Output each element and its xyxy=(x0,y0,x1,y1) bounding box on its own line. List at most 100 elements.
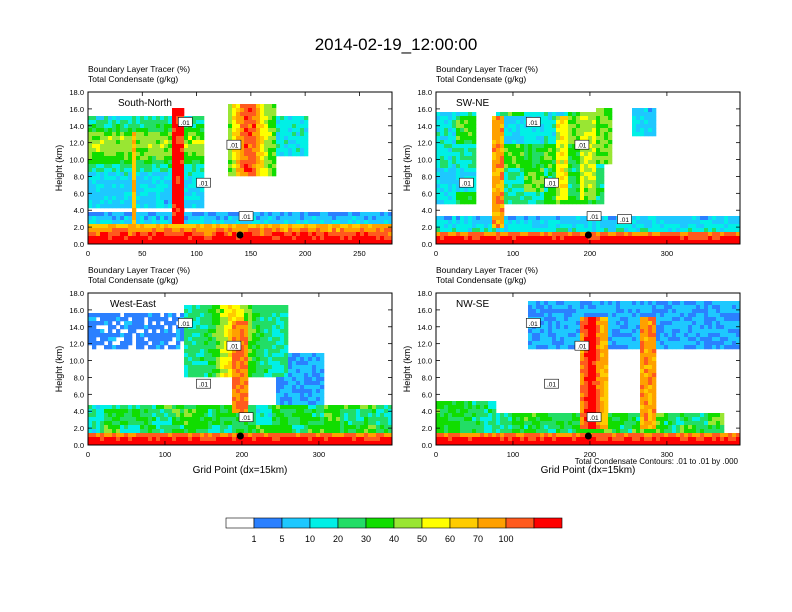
heatmap-cell xyxy=(640,216,645,221)
heatmap-cell xyxy=(96,313,101,318)
heatmap-cell xyxy=(188,409,193,414)
heatmap-cell xyxy=(492,220,497,225)
heatmap-cell xyxy=(648,124,653,129)
heatmap-cell xyxy=(500,188,505,193)
heatmap-cell xyxy=(496,180,501,185)
heatmap-cell xyxy=(192,196,197,201)
heatmap-cell xyxy=(564,176,569,181)
heatmap-cell xyxy=(436,128,441,133)
heatmap-cell xyxy=(92,413,97,418)
heatmap-cell xyxy=(508,176,513,181)
heatmap-cell xyxy=(468,168,473,173)
heatmap-cell xyxy=(192,180,197,185)
heatmap-cell xyxy=(196,417,201,422)
heatmap-cell xyxy=(280,236,285,241)
heatmap-cell xyxy=(92,180,97,185)
heatmap-cell xyxy=(552,216,557,221)
heatmap-cell xyxy=(172,417,177,422)
heatmap-cell xyxy=(292,377,297,382)
heatmap-cell xyxy=(264,232,269,237)
heatmap-cell xyxy=(188,232,193,237)
heatmap-cell xyxy=(468,132,473,137)
heatmap-cell xyxy=(248,313,253,318)
heatmap-cell xyxy=(596,236,601,241)
heatmap-cell xyxy=(552,240,557,245)
heatmap-cell xyxy=(292,228,297,233)
heatmap-cell xyxy=(292,212,297,217)
heatmap-cell xyxy=(516,200,521,205)
heatmap-cell xyxy=(212,212,217,217)
heatmap-cell xyxy=(312,381,317,386)
heatmap-cell xyxy=(272,361,277,366)
heatmap-cell xyxy=(144,204,149,209)
heatmap-cell xyxy=(296,377,301,382)
heatmap-cell xyxy=(252,437,257,442)
heatmap-cell xyxy=(544,168,549,173)
heatmap-cell xyxy=(180,132,185,137)
heatmap-cell xyxy=(612,236,617,241)
heatmap-cell xyxy=(268,156,273,161)
heatmap-cell xyxy=(452,144,457,149)
heatmap-cell xyxy=(196,429,201,434)
heatmap-cell xyxy=(284,232,289,237)
heatmap-cell xyxy=(172,164,177,169)
heatmap-cell xyxy=(544,232,549,237)
heatmap-cell xyxy=(192,325,197,330)
heatmap-cell xyxy=(244,333,249,338)
contour-label-box xyxy=(226,139,242,150)
heatmap-cell xyxy=(124,172,129,177)
heatmap-cell xyxy=(596,224,601,229)
heatmap-cell xyxy=(248,120,253,125)
heatmap-cell xyxy=(296,140,301,145)
heatmap-cell xyxy=(256,421,261,426)
heatmap-cell xyxy=(140,236,145,241)
heatmap-cell xyxy=(160,120,165,125)
heatmap-cell xyxy=(280,397,285,402)
heatmap-cell xyxy=(248,425,253,430)
heatmap-cell xyxy=(264,240,269,245)
heatmap-cell xyxy=(272,329,277,334)
heatmap-cell xyxy=(696,224,701,229)
y-tick-label: 0.0 xyxy=(74,441,84,450)
heatmap-cell xyxy=(164,329,169,334)
heatmap-cell xyxy=(220,349,225,354)
heatmap-cell xyxy=(156,116,161,121)
heatmap-cell xyxy=(248,156,253,161)
heatmap-cell xyxy=(92,140,97,145)
heatmap-cell xyxy=(376,421,381,426)
heatmap-cell xyxy=(256,357,261,362)
heatmap-cell xyxy=(456,128,461,133)
heatmap-cell xyxy=(364,224,369,229)
heatmap-cell xyxy=(640,309,645,314)
heatmap-cell xyxy=(184,341,189,346)
heatmap-cell xyxy=(188,441,193,446)
heatmap-cell xyxy=(172,140,177,145)
heatmap-cell xyxy=(536,180,541,185)
heatmap-cell xyxy=(224,441,229,446)
heatmap-cell xyxy=(300,413,305,418)
heatmap-cell xyxy=(88,216,93,221)
heatmap-cell xyxy=(308,373,313,378)
heatmap-cell xyxy=(524,160,529,165)
heatmap-cell xyxy=(176,156,181,161)
heatmap-cell xyxy=(108,313,113,318)
heatmap-cell xyxy=(292,417,297,422)
heatmap-cell xyxy=(172,176,177,181)
heatmap-cell xyxy=(252,152,257,157)
heatmap-cell xyxy=(604,136,609,141)
heatmap-cell xyxy=(584,216,589,221)
heatmap-cell xyxy=(92,224,97,229)
heatmap-cell xyxy=(280,224,285,229)
heatmap-cell xyxy=(212,349,217,354)
heatmap-cell xyxy=(268,317,273,322)
heatmap-cell xyxy=(140,204,145,209)
heatmap-cell xyxy=(228,104,233,109)
heatmap-cell xyxy=(368,429,373,434)
heatmap-cell xyxy=(316,236,321,241)
heatmap-cell xyxy=(528,184,533,189)
heatmap-cell xyxy=(120,425,125,430)
heatmap-cell xyxy=(456,216,461,221)
heatmap-cell xyxy=(268,140,273,145)
heatmap-cell xyxy=(176,192,181,197)
heatmap-cell xyxy=(380,228,385,233)
